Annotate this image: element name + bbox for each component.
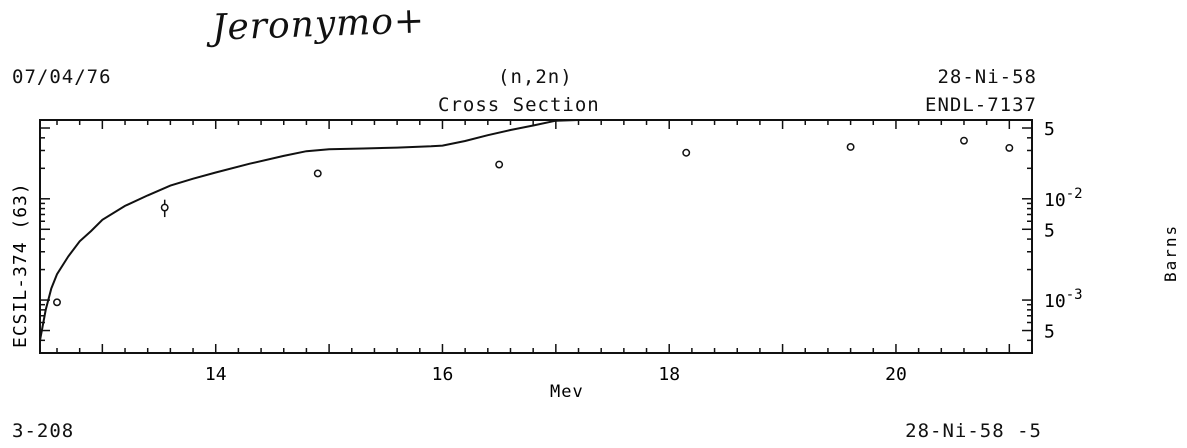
data-point	[846, 143, 855, 151]
data-point	[682, 148, 691, 157]
y-tick-label: 5	[1044, 119, 1055, 140]
data-point	[313, 169, 322, 178]
x-axis-tick-labels: 14 16 18 20	[205, 364, 907, 385]
y-tick-label: 10-2	[1044, 186, 1083, 211]
data-point	[1005, 143, 1014, 152]
experimental-points	[53, 136, 1014, 307]
x-tick-label: 18	[658, 364, 680, 385]
footer-ref-left: 3-208	[12, 420, 75, 442]
x-axis-title: Mev	[550, 382, 584, 402]
left-axis-annotation: ECSIL-374 (63)	[10, 182, 31, 348]
y-tick-label: 5	[1044, 322, 1055, 343]
target-nuclide-label: 28-Ni-58	[937, 66, 1037, 88]
right-axis-title: Barns	[1161, 224, 1180, 282]
library-label: ENDL-7137	[925, 94, 1037, 116]
reaction-label: (n,2n)	[498, 66, 573, 88]
x-axis-ticks	[56, 120, 1033, 353]
quantity-label: Cross Section	[438, 94, 600, 116]
y-axis-tick-labels: 5 10-2 5 10-3 5	[1044, 119, 1083, 343]
y-tick-label: 5	[1044, 220, 1055, 241]
evaluated-cross-section-curve	[39, 119, 579, 341]
x-tick-label: 14	[205, 364, 227, 385]
plot-frame	[39, 119, 1033, 354]
data-point	[160, 203, 169, 212]
y-axis-ticks	[40, 119, 1032, 354]
x-tick-label: 16	[432, 364, 454, 385]
date-label: 07/04/76	[12, 66, 112, 88]
y-tick-label: 10-3	[1044, 287, 1083, 312]
footer-ref-right: 28-Ni-58 -5	[905, 420, 1042, 442]
x-tick-label: 20	[885, 364, 907, 385]
data-point	[495, 160, 504, 169]
data-point	[53, 298, 61, 307]
data-point	[960, 136, 968, 145]
